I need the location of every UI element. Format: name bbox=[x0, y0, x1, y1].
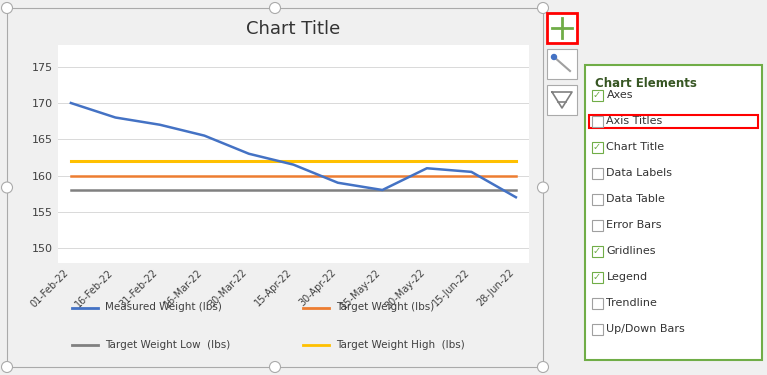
Text: ✓: ✓ bbox=[593, 246, 601, 256]
FancyBboxPatch shape bbox=[591, 141, 603, 153]
Text: Trendline: Trendline bbox=[607, 298, 657, 308]
Circle shape bbox=[551, 54, 557, 60]
FancyBboxPatch shape bbox=[591, 194, 603, 204]
Circle shape bbox=[269, 3, 281, 14]
Text: ✓: ✓ bbox=[593, 90, 601, 100]
Text: Axis Titles: Axis Titles bbox=[607, 116, 663, 126]
Text: Data Labels: Data Labels bbox=[607, 168, 673, 178]
FancyBboxPatch shape bbox=[591, 272, 603, 282]
Text: Axes: Axes bbox=[607, 90, 633, 100]
Text: Gridlines: Gridlines bbox=[607, 246, 656, 256]
Text: Error Bars: Error Bars bbox=[607, 220, 662, 230]
Text: Chart Title: Chart Title bbox=[607, 142, 665, 152]
FancyBboxPatch shape bbox=[591, 116, 603, 126]
Text: Target Weight High  (lbs): Target Weight High (lbs) bbox=[336, 340, 465, 350]
Circle shape bbox=[2, 3, 12, 14]
Text: Up/Down Bars: Up/Down Bars bbox=[607, 324, 685, 334]
Circle shape bbox=[269, 362, 281, 372]
Text: Chart Elements: Chart Elements bbox=[595, 77, 697, 90]
Circle shape bbox=[538, 182, 548, 193]
FancyBboxPatch shape bbox=[547, 49, 577, 79]
Title: Chart Title: Chart Title bbox=[246, 20, 341, 38]
FancyBboxPatch shape bbox=[591, 219, 603, 231]
Circle shape bbox=[538, 3, 548, 14]
FancyBboxPatch shape bbox=[591, 324, 603, 334]
Text: Measured Weight (lbs): Measured Weight (lbs) bbox=[104, 303, 222, 312]
FancyBboxPatch shape bbox=[591, 297, 603, 309]
FancyBboxPatch shape bbox=[591, 90, 603, 101]
FancyBboxPatch shape bbox=[547, 13, 577, 43]
Text: Target Weight Low  (lbs): Target Weight Low (lbs) bbox=[104, 340, 230, 350]
Circle shape bbox=[2, 182, 12, 193]
Text: Data Table: Data Table bbox=[607, 194, 666, 204]
FancyBboxPatch shape bbox=[591, 246, 603, 256]
FancyBboxPatch shape bbox=[547, 85, 577, 115]
FancyBboxPatch shape bbox=[591, 168, 603, 178]
Circle shape bbox=[538, 362, 548, 372]
Text: ✓: ✓ bbox=[593, 272, 601, 282]
Circle shape bbox=[2, 362, 12, 372]
Text: ✓: ✓ bbox=[593, 142, 601, 152]
Text: Target Weight (lbs): Target Weight (lbs) bbox=[336, 303, 434, 312]
Text: Legend: Legend bbox=[607, 272, 647, 282]
FancyBboxPatch shape bbox=[585, 65, 762, 360]
